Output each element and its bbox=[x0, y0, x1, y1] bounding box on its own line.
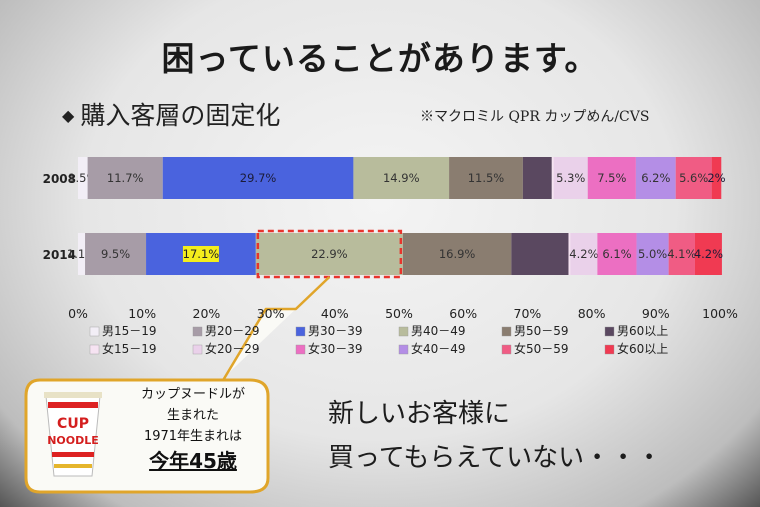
highlight-label-bg bbox=[182, 246, 219, 262]
data-label: 2% bbox=[707, 171, 725, 185]
bar-segment bbox=[162, 157, 354, 199]
x-tick-label: 20% bbox=[193, 306, 221, 321]
legend-label: 男50－59 bbox=[514, 324, 569, 338]
bar-segment bbox=[551, 157, 554, 199]
bar-segment bbox=[449, 157, 523, 199]
x-tick-label: 40% bbox=[321, 306, 349, 321]
legend-label: 女15－19 bbox=[102, 341, 157, 356]
bar-segment bbox=[570, 233, 598, 275]
slide-subtitle: ◆ 購入客層の固定化 bbox=[62, 96, 280, 132]
legend-swatch bbox=[192, 344, 203, 355]
slide-title: 困っていることがあります。 bbox=[161, 39, 599, 78]
message-line: 買ってもらえていない・・・ bbox=[328, 443, 663, 473]
cup-noodle-icon: CUP NOODLE bbox=[44, 392, 102, 477]
data-label: 7.5% bbox=[597, 171, 626, 185]
bar-segment bbox=[522, 157, 552, 199]
x-tick-label: 100% bbox=[702, 306, 738, 321]
bullet-diamond-icon: ◆ bbox=[62, 106, 75, 125]
x-tick-label: 60% bbox=[449, 306, 477, 321]
bar-segment bbox=[636, 233, 669, 275]
data-label: 17.1% bbox=[183, 247, 220, 261]
x-tick-label: 10% bbox=[128, 306, 156, 321]
legend-label: 女50－59 bbox=[514, 341, 569, 356]
legend-swatch bbox=[398, 326, 409, 337]
bar-segment bbox=[85, 233, 147, 275]
bar-segment bbox=[353, 157, 450, 199]
highlight-box bbox=[256, 229, 403, 279]
data-label: 11.7% bbox=[107, 171, 144, 185]
bar-segment bbox=[87, 157, 163, 199]
bar-segment bbox=[635, 157, 676, 199]
data-label: 9.5% bbox=[101, 247, 130, 261]
bar-segment bbox=[78, 157, 88, 199]
x-tick-label: 70% bbox=[514, 306, 542, 321]
callout-text: カップヌードルが 生まれた 1971年生まれは 今年45歳 bbox=[118, 384, 268, 475]
data-label: 6.1% bbox=[602, 247, 631, 261]
data-label: 4.1% bbox=[667, 247, 696, 261]
data-label: 4.2% bbox=[569, 247, 598, 261]
x-tick-label: 90% bbox=[642, 306, 670, 321]
legend-label: 女40－49 bbox=[411, 341, 466, 356]
subtitle-text: 購入客層の固定化 bbox=[80, 101, 281, 130]
legend-swatch bbox=[89, 326, 100, 337]
x-tick-label: 0% bbox=[68, 306, 88, 321]
data-label: 29.7% bbox=[240, 171, 277, 185]
bar-segment bbox=[668, 233, 695, 275]
legend-label: 男30－39 bbox=[308, 324, 363, 338]
callout-line: カップヌードルが bbox=[140, 387, 245, 402]
data-label: 5.6% bbox=[679, 171, 708, 185]
legend-label: 女60以上 bbox=[617, 341, 668, 356]
bar-segment bbox=[597, 233, 637, 275]
callout-line: 1971年生まれは bbox=[143, 429, 243, 444]
bar-segment bbox=[553, 157, 588, 199]
bar-segment bbox=[568, 233, 571, 275]
legend-swatch bbox=[501, 326, 512, 337]
data-source-note: ※マクロミル QPR カップめん/CVS bbox=[420, 109, 650, 125]
legend-swatch bbox=[398, 344, 409, 355]
legend-label: 女30－39 bbox=[308, 341, 363, 356]
data-label: 4.2% bbox=[694, 247, 723, 261]
bar-segment bbox=[711, 157, 722, 199]
legend-swatch bbox=[89, 344, 100, 355]
bar-segment bbox=[675, 157, 712, 199]
legend-swatch bbox=[192, 326, 203, 337]
bar-segment bbox=[694, 233, 722, 275]
data-label: 5.3% bbox=[556, 171, 585, 185]
category-label: 2014 bbox=[43, 248, 76, 262]
data-label: 16.9% bbox=[439, 247, 476, 261]
legend-label: 男40－49 bbox=[411, 324, 466, 338]
x-tick-label: 50% bbox=[385, 306, 413, 321]
data-label: 11.5% bbox=[468, 171, 505, 185]
callout-line: 生まれた bbox=[166, 408, 219, 423]
legend-swatch bbox=[295, 326, 306, 337]
x-tick-label: 80% bbox=[578, 306, 606, 321]
data-label: 6.2% bbox=[641, 171, 670, 185]
x-tick-label: 30% bbox=[257, 306, 285, 321]
bar-segment bbox=[255, 233, 403, 275]
bar-segment bbox=[402, 233, 512, 275]
data-label: 14.9% bbox=[383, 171, 420, 185]
legend-label: 男15－19 bbox=[102, 324, 157, 338]
bar-segment bbox=[587, 157, 636, 199]
bar-segment bbox=[78, 233, 86, 275]
legend-label: 女20－29 bbox=[205, 341, 260, 356]
category-label: 2008 bbox=[43, 172, 76, 186]
legend-swatch bbox=[295, 344, 306, 355]
legend-swatch bbox=[501, 344, 512, 355]
data-label: 22.9% bbox=[311, 247, 348, 261]
legend-label: 男60以上 bbox=[617, 324, 668, 338]
legend-swatch bbox=[604, 344, 615, 355]
data-label: 5.0% bbox=[638, 247, 667, 261]
callout-emphasis: 今年45歳 bbox=[149, 449, 237, 473]
legend-swatch bbox=[604, 326, 615, 337]
cup-logo-bottom: NOODLE bbox=[47, 434, 99, 447]
legend-label: 男20－29 bbox=[205, 324, 260, 338]
message-line: 新しいお客様に bbox=[328, 399, 511, 429]
cup-logo-top: CUP bbox=[57, 416, 89, 432]
bar-segment bbox=[511, 233, 569, 275]
slide-message: 新しいお客様に 買ってもらえていない・・・ bbox=[328, 392, 662, 480]
